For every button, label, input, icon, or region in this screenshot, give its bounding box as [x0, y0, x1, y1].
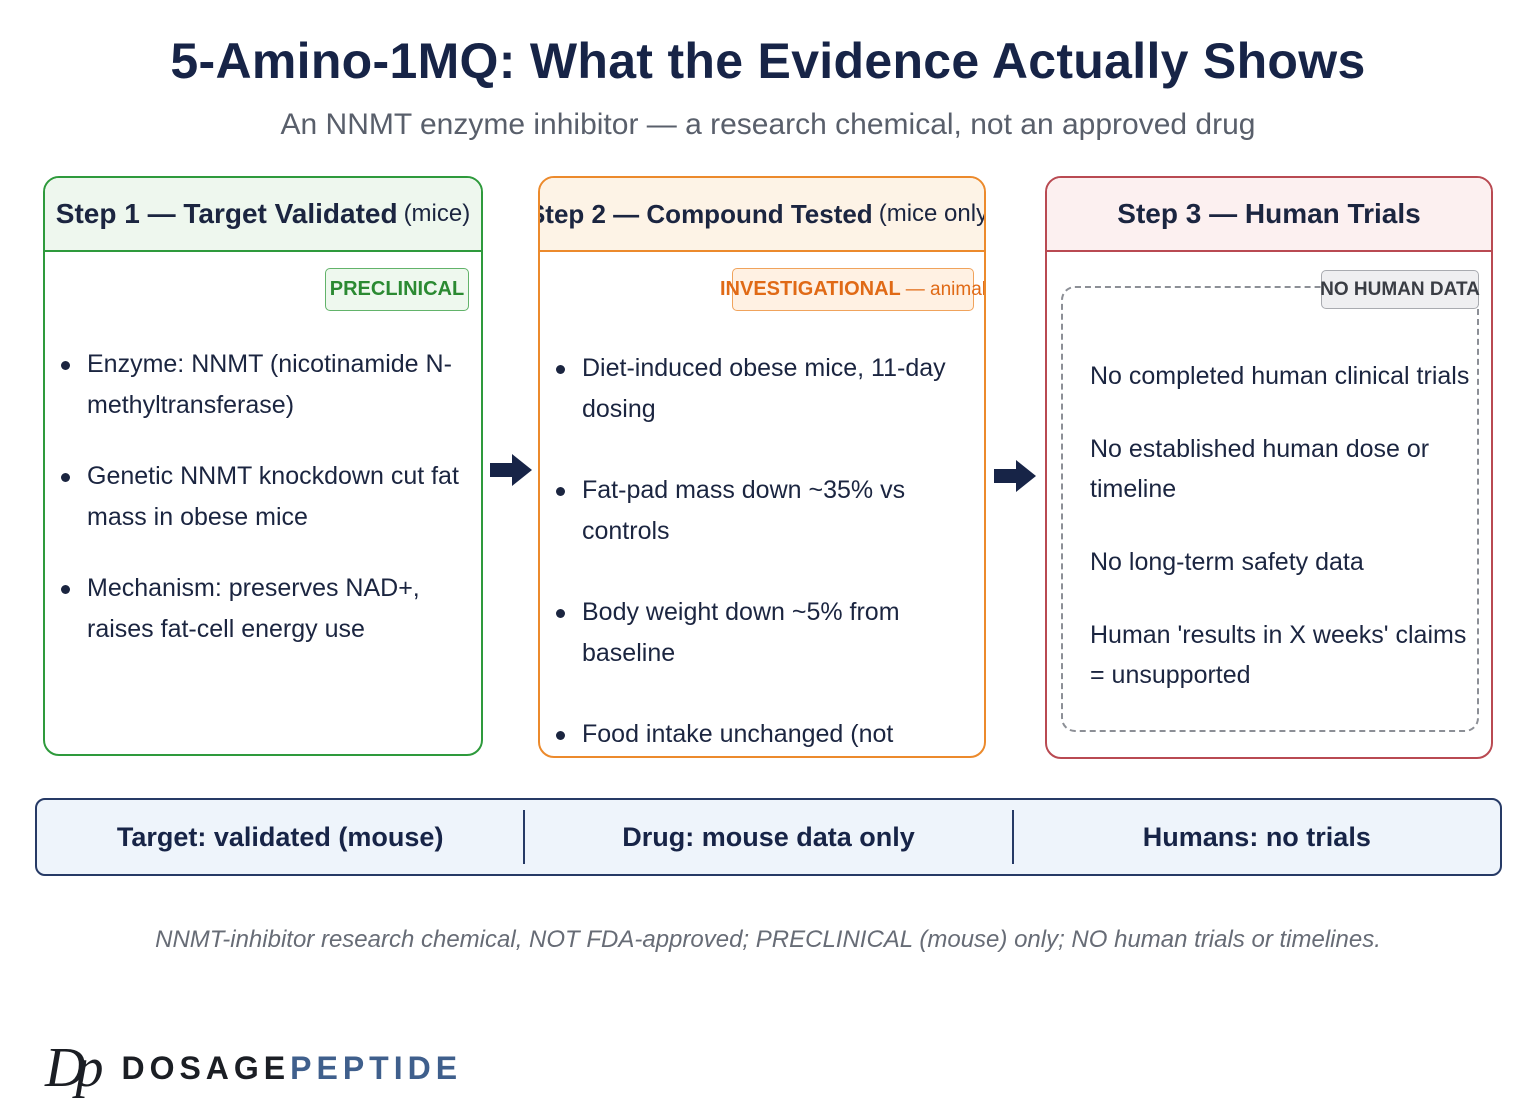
step1-list: Enzyme: NNMT (nicotinamide N-methyltrans…: [61, 344, 461, 650]
step3-header: Step 3 — Human Trials: [1047, 178, 1491, 252]
step2-title-paren: (mice only): [878, 200, 986, 227]
summary-bar: Target: validated (mouse) Drug: mouse da…: [35, 798, 1502, 876]
summary-drug: Drug: mouse data only: [622, 821, 915, 852]
investigational-badge-sub: — animal: [905, 278, 986, 300]
step1-card: Step 1 — Target Validated (mice) PRECLIN…: [43, 176, 483, 756]
no-data-dashed-box: [1061, 286, 1479, 732]
list-item: Enzyme: NNMT (nicotinamide N-methyltrans…: [61, 344, 461, 426]
brand-name-part2: PEPTIDE: [290, 1049, 463, 1086]
footnote: NNMT-inhibitor research chemical, NOT FD…: [155, 926, 1381, 953]
list-item: Mechanism: preserves NAD+, raises fat-ce…: [61, 568, 461, 650]
brand-logo: Dp DOSAGEPEPTIDE: [45, 1038, 462, 1098]
step2-header: Step 2 — Compound Tested (mice only): [540, 178, 984, 252]
list-item: No established human dose or timeline: [1090, 435, 1430, 503]
page-title: 5-Amino-1MQ: What the Evidence Actually …: [170, 33, 1366, 89]
list-item: Fat-pad mass down ~35% vs controls: [556, 470, 976, 552]
investigational-badge-label: INVESTIGATIONAL: [720, 278, 901, 300]
list-item: Human 'results in X weeks' claims = unsu…: [1090, 621, 1467, 689]
arrow-right-icon: [490, 454, 532, 486]
step3-list: No completed human clinical trials No es…: [1090, 356, 1480, 695]
arrow-right-icon: [994, 460, 1036, 492]
summary-divider: [523, 810, 526, 864]
list-item: Genetic NNMT knockdown cut fat mass in o…: [61, 456, 461, 538]
step2-title: Step 2 — Compound Tested: [538, 198, 873, 229]
step2-list: Diet-induced obese mice, 11-day dosing F…: [556, 348, 976, 756]
list-item: No long-term safety data: [1090, 548, 1364, 576]
list-item: Body weight down ~5% from baseline: [556, 592, 976, 674]
step1-title-paren: (mice): [403, 200, 471, 227]
list-item: Food intake unchanged (not appetite driv…: [556, 714, 976, 756]
step1-title: Step 1 — Target Validated: [55, 198, 398, 229]
no-human-data-badge: NO HUMAN DATA: [1320, 270, 1480, 309]
step1-header: Step 1 — Target Validated (mice): [45, 178, 481, 252]
list-item: Diet-induced obese mice, 11-day dosing: [556, 348, 976, 430]
summary-target: Target: validated (mouse): [116, 821, 444, 852]
summary-divider: [1011, 810, 1014, 864]
step3-title: Step 3 — Human Trials: [1117, 198, 1421, 229]
page-subtitle: An NNMT enzyme inhibitor — a research ch…: [280, 108, 1256, 141]
investigational-badge: INVESTIGATIONAL — animal: [720, 268, 984, 311]
preclinical-badge: PRECLINICAL: [325, 268, 469, 311]
brand-name-part1: DOSAGE: [121, 1049, 291, 1086]
brand-mark: Dp: [45, 1037, 104, 1099]
brand-name: DOSAGEPEPTIDE: [121, 1050, 462, 1087]
step3-card: Step 3 — Human Trials NO HUMAN DATA No c…: [1045, 176, 1493, 759]
summary-humans: Humans: no trials: [1142, 821, 1371, 852]
step2-card: Step 2 — Compound Tested (mice only) INV…: [538, 176, 986, 758]
list-item: No completed human clinical trials: [1090, 362, 1470, 390]
